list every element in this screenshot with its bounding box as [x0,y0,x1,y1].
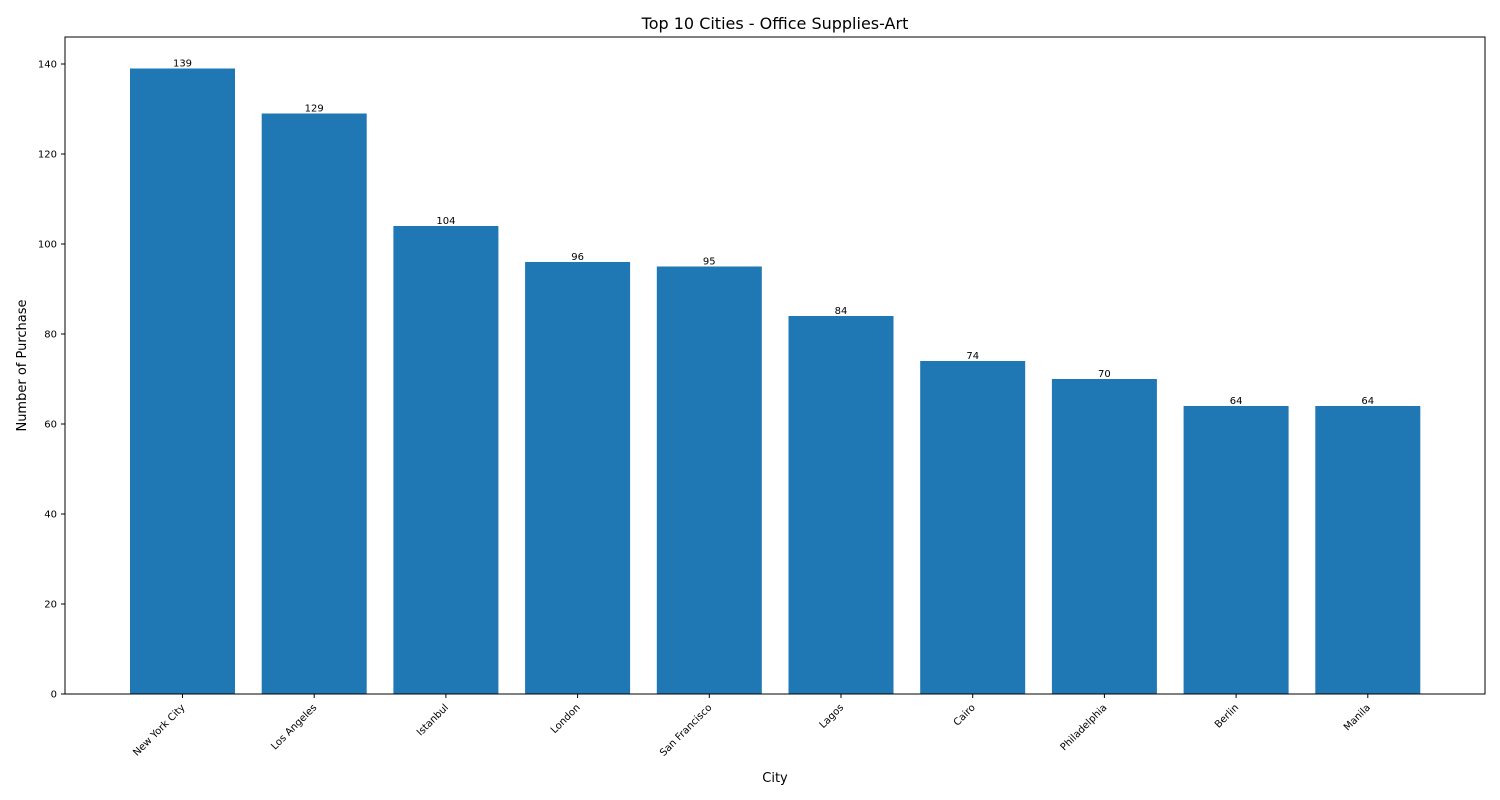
data-label: 70 [1098,369,1111,380]
x-tick-label: Istanbul [415,702,451,738]
y-tick-label: 60 [44,420,57,431]
bar [393,226,498,694]
y-tick-label: 80 [44,330,57,341]
x-tick-label: Manila [1342,702,1373,733]
data-label: 104 [436,216,455,227]
y-tick-label: 0 [51,690,57,701]
y-tick-label: 40 [44,510,57,521]
data-label: 96 [571,252,584,263]
x-axis-label: City [762,771,788,786]
bar [1184,406,1289,694]
x-tick-label: London [549,702,583,736]
bar [789,316,894,694]
data-label: 74 [966,351,979,362]
y-axis-label: Number of Purchase [15,299,30,431]
data-label: 64 [1230,396,1243,407]
bar [130,69,235,695]
bar [262,114,367,695]
x-axis: New York City Los Angeles Istanbul London Sa… [131,694,1373,759]
bar [1052,379,1157,694]
x-tick-label: Berlin [1213,702,1241,730]
y-tick-label: 120 [38,150,57,161]
data-label: 84 [835,306,848,317]
y-axis: 0 20 40 60 80 100 120 140 [38,60,65,701]
bar [525,262,630,694]
data-label: 129 [305,104,324,115]
bar [657,267,762,695]
y-tick-label: 20 [44,600,57,611]
x-tick-label: Cairo [952,702,978,728]
x-tick-label: New York City [131,702,187,758]
y-tick-label: 140 [38,60,57,71]
chart-title: Top 10 Cities - Office Supplies-Art [641,14,909,33]
data-label: 139 [173,59,192,70]
x-tick-label: San Francisco [658,702,714,758]
x-tick-label: Philadelphia [1059,702,1110,753]
bar [1315,406,1420,694]
bar [920,361,1025,694]
data-label: 64 [1361,396,1374,407]
y-tick-label: 100 [38,240,57,251]
bars-group [130,69,1420,695]
x-tick-label: Lagos [818,702,847,731]
x-tick-label: Los Angeles [269,702,319,752]
data-label: 95 [703,257,716,268]
